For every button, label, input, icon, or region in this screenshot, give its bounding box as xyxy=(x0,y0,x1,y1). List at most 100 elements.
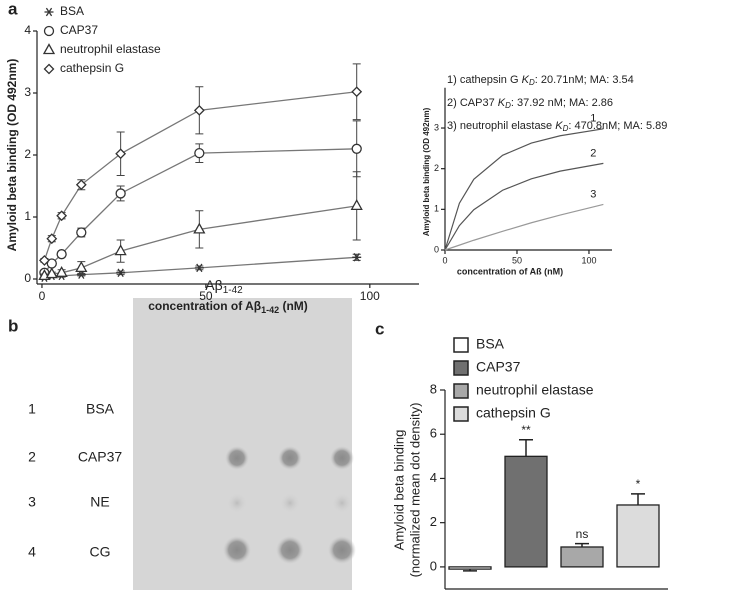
y-tick-label: 0 xyxy=(434,244,439,254)
annotation-part: D xyxy=(529,78,535,87)
marker xyxy=(76,227,87,238)
legend-swatch xyxy=(453,406,469,422)
marker xyxy=(114,244,127,256)
marker xyxy=(194,147,205,159)
marker xyxy=(56,210,68,222)
panel-label: c xyxy=(375,319,384,338)
marker xyxy=(352,253,362,262)
marker xyxy=(38,254,50,266)
x-axis-label: concentration of Aβ1-42 (nM) xyxy=(148,299,308,315)
blot-dots xyxy=(223,446,356,564)
blot-row-name: BSA xyxy=(86,401,115,417)
x-tick-label: 100 xyxy=(360,289,380,303)
marker xyxy=(44,7,54,17)
annotation-part: 3) neutrophil elastase xyxy=(447,120,555,132)
legend-label: cathepsin G xyxy=(476,405,551,421)
x-axis-label: concentration of Aß (nM) xyxy=(457,266,563,276)
annotation: 2) CAP37 KD: 37.92 nM; MA: 2.86 xyxy=(447,97,613,110)
blot-title-sub: 1-42 xyxy=(223,285,243,296)
y-tick-label: 2 xyxy=(430,514,437,529)
annotation-part: 1) cathepsin G xyxy=(447,74,522,86)
curve-label: 1 xyxy=(590,113,596,125)
blot-dot xyxy=(330,446,354,470)
legend-label: neutrophil elastase xyxy=(476,382,594,398)
y-tick-label: 4 xyxy=(24,23,31,37)
y-axis-label: Amyloid beta binding xyxy=(391,430,406,551)
legend-label: cathepsin G xyxy=(60,61,124,75)
blot-row-name: CAP37 xyxy=(78,449,123,465)
marker xyxy=(56,249,67,260)
y-axis-label: Amyloid beta binding (OD 492nm) xyxy=(5,59,19,252)
marker xyxy=(76,270,86,279)
blot-row-name: NE xyxy=(90,494,109,510)
y-tick-label: 1 xyxy=(24,209,31,223)
significance-label: ns xyxy=(576,527,589,541)
annotation-part: : 470.8nM; MA: 5.89 xyxy=(568,120,667,132)
blot-panel: b Aβ1-42 xyxy=(8,277,356,590)
blot-dot xyxy=(280,493,300,513)
marker xyxy=(115,148,127,160)
series-line xyxy=(43,91,357,261)
significance-label: ** xyxy=(521,423,531,437)
blot-dot xyxy=(328,536,356,564)
marker xyxy=(193,104,205,116)
x-tick-label: 50 xyxy=(199,289,213,303)
bar xyxy=(504,455,548,568)
marker xyxy=(75,179,87,191)
series-line xyxy=(444,162,604,251)
legend-swatch xyxy=(453,383,469,399)
y-tick-label: 2 xyxy=(434,163,439,173)
y-tick-label: 8 xyxy=(430,381,437,396)
blot-row-name: CG xyxy=(90,544,111,560)
y-tick-label: 3 xyxy=(24,85,31,99)
blot-title: Aβ1-42 xyxy=(205,277,243,296)
marker xyxy=(75,261,88,272)
legend-label: CAP37 xyxy=(476,359,521,375)
y-tick-label: 0 xyxy=(430,558,437,573)
marker xyxy=(46,233,58,245)
bar xyxy=(560,546,604,568)
legend-swatch xyxy=(453,337,469,353)
marker xyxy=(351,86,363,98)
blot-dot xyxy=(227,493,247,513)
blot-dot xyxy=(223,536,251,564)
series-line xyxy=(444,203,604,251)
annotation-part: D xyxy=(505,101,511,110)
blot-dot xyxy=(276,536,304,564)
blot-dot xyxy=(278,446,302,470)
curve-label: 2 xyxy=(590,147,596,159)
panel-label: b xyxy=(8,316,18,335)
marker xyxy=(115,188,126,199)
legend-label: BSA xyxy=(60,4,84,18)
bar xyxy=(448,566,492,570)
blot-row-number: 4 xyxy=(28,544,36,560)
error-bar xyxy=(631,493,645,505)
y-tick-label: 1 xyxy=(434,204,439,214)
y-tick-label: 4 xyxy=(430,470,437,485)
annotation-part: : 37.92 nM; MA: 2.86 xyxy=(511,97,613,109)
marker xyxy=(45,267,58,279)
panel-label: a xyxy=(8,0,18,18)
blot-row-number: 2 xyxy=(28,449,36,465)
x-axis-label-part: (nM) xyxy=(279,299,308,313)
legend-label: neutrophil elastase xyxy=(60,42,161,56)
annotation-part: : 20.71nM; MA: 3.54 xyxy=(535,74,634,86)
marker xyxy=(55,265,68,277)
marker xyxy=(43,25,55,37)
y-tick-label: 0 xyxy=(24,271,31,285)
blot-dot xyxy=(332,493,352,513)
x-axis-label-sub: 1-42 xyxy=(261,305,279,315)
significance-label: * xyxy=(636,477,641,491)
marker xyxy=(350,199,363,210)
bar xyxy=(616,504,660,568)
series-line xyxy=(444,128,604,251)
blot-row-number: 3 xyxy=(28,494,36,510)
legend-label: BSA xyxy=(476,336,505,352)
annotation: 3) neutrophil elastase KD: 470.8nM; MA: … xyxy=(447,120,667,133)
annotation-part: D xyxy=(563,124,569,133)
annotation-part: K xyxy=(498,97,506,109)
y-tick-label: 3 xyxy=(434,122,439,132)
y-tick-label: 2 xyxy=(24,147,31,161)
x-tick-label: 0 xyxy=(442,255,447,265)
